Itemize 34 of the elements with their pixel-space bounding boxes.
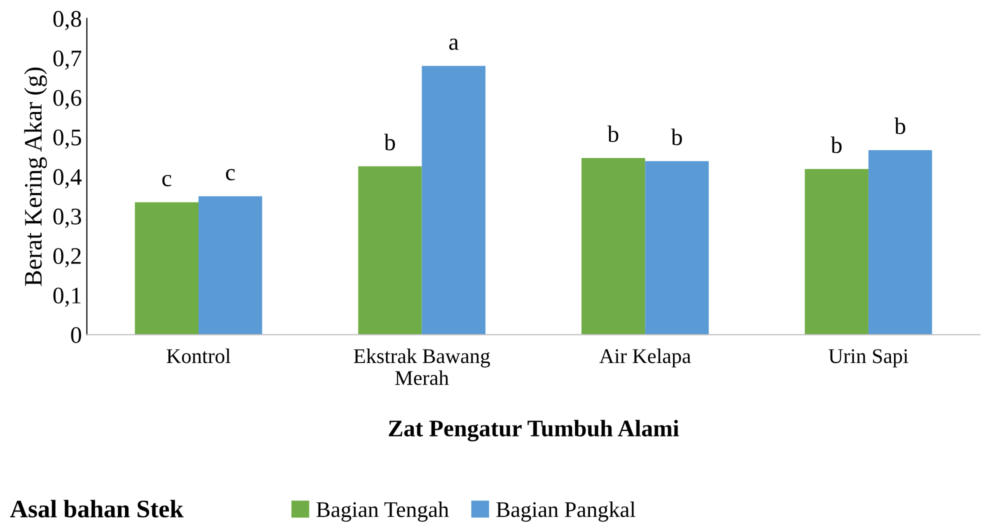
annotation: b [894,118,906,134]
x-tick-label: Kontrol [166,348,230,364]
x-tick-label: Ekstrak Bawang Merah [354,348,490,386]
y-tick-label: 0,2 [53,248,81,268]
annotation: b [384,134,395,150]
x-tick-label: Air Kelapa [599,348,691,368]
annotation: b [607,125,618,142]
x-tick-label: Urin Sapi [828,349,908,368]
annotation: b [830,136,842,154]
legend-label: Bagian Pangkal [496,501,636,522]
x-axis-title: Zat Pengatur Tumbuh Alami [388,420,679,442]
y-tick-label: 0,6 [53,90,82,110]
annotation: b [671,128,682,146]
y-axis-title: Berat Kering Akar (g) [24,68,47,286]
bar [581,158,646,335]
bar [804,169,868,335]
bar [358,166,422,335]
y-tick-label: 0,7 [53,50,82,70]
bar [422,66,486,335]
bar [198,196,262,335]
y-tick-label: 0,4 [53,169,82,188]
y-tick-label: 0,5 [53,130,82,149]
annotation: a [449,38,459,50]
legend-title: Asal bahan Stek [10,500,184,518]
bar [134,202,199,335]
bar [645,161,709,335]
bar [868,150,932,335]
annotation: c [226,169,235,180]
annotation: c [162,174,172,186]
y-tick-label: 0 [71,327,82,344]
y-tick-label: 0,1 [53,288,81,307]
y-tick-label: 0,8 [53,10,82,30]
legend-label: Bagian Tengah [316,501,449,522]
y-tick-label: 0,3 [53,208,82,228]
